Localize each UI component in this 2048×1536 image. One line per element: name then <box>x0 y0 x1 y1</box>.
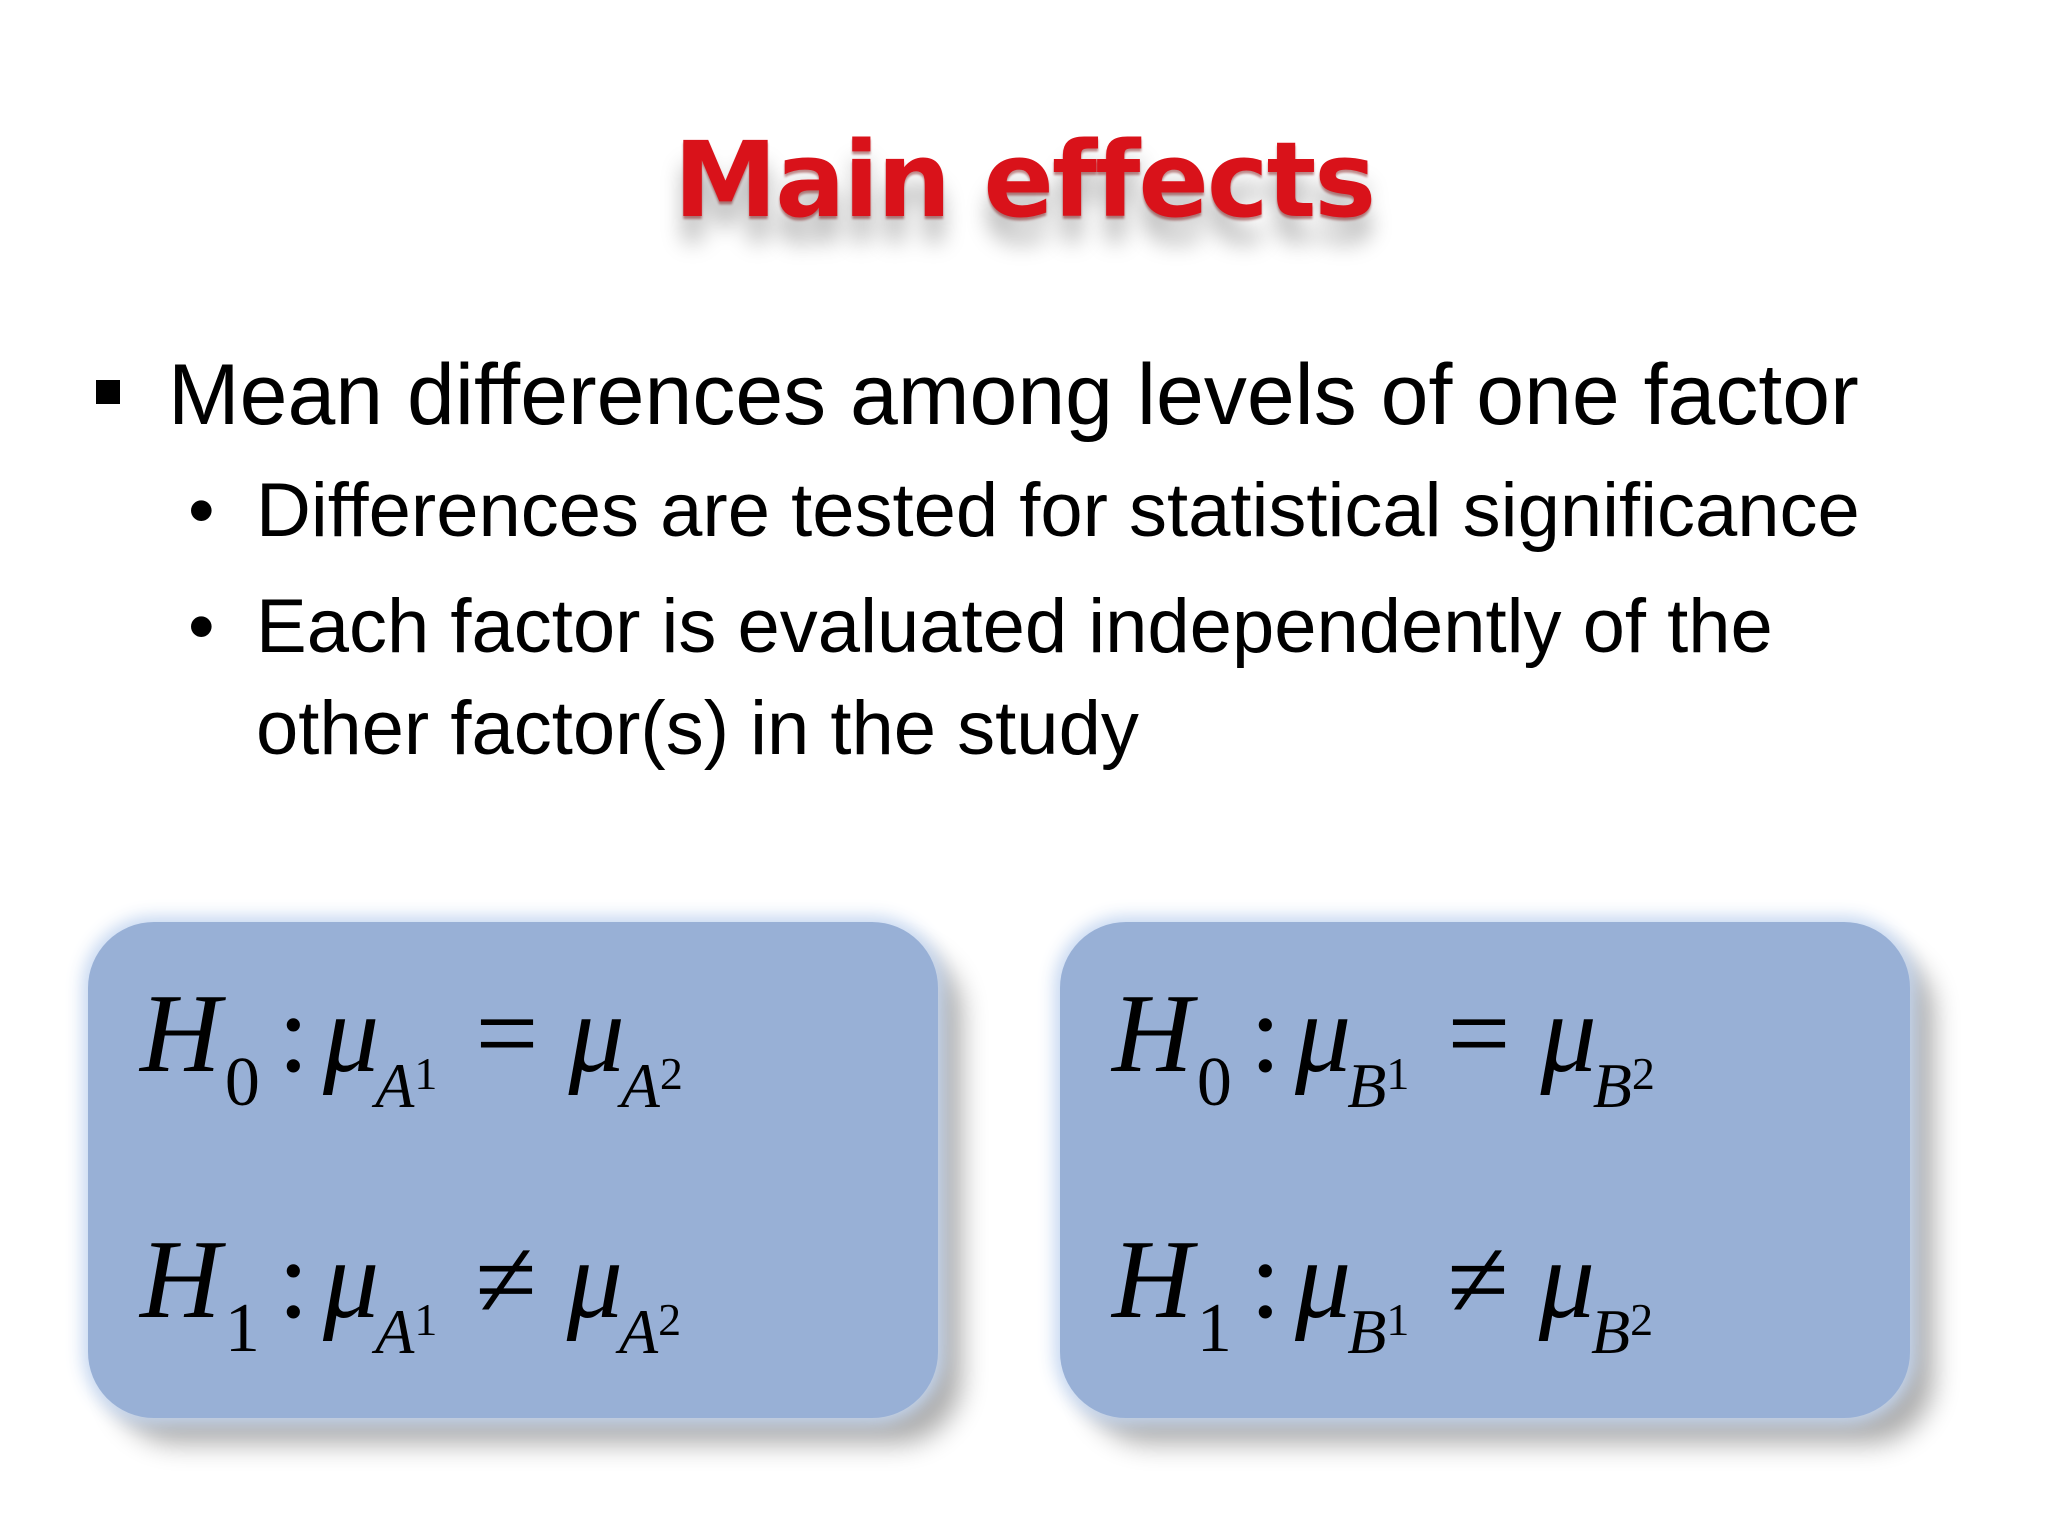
hypothesis-box-factor-b: H0: μB1 = μB2 H1: μB1 ≠ μB2 <box>1060 922 1910 1418</box>
sub-bullet-continuation: other factor(s) in the study <box>256 678 1992 780</box>
colon-symbol: : <box>1249 972 1282 1096</box>
factor-subscript: B <box>1347 1296 1387 1367</box>
sub-bullet-item: • Each factor is evaluated independently… <box>188 576 1992 678</box>
mu-symbol: μ <box>323 972 380 1096</box>
not-equals-operator: ≠ <box>475 1218 537 1342</box>
sub-bullet-text: Each factor is evaluated independently o… <box>256 584 1773 669</box>
hypothesis-box-factor-a: H0: μA1 = μA2 H1: μA1 ≠ μA2 <box>88 922 938 1418</box>
factor-subscript: A <box>375 1050 415 1121</box>
bullet-item: Mean differences among levels of one fac… <box>92 340 1992 450</box>
level-subscript: 2 <box>658 1294 682 1345</box>
factor-subscript: B <box>1592 1050 1632 1121</box>
alternative-hypothesis-a: H1: μA1 ≠ μA2 <box>140 1224 681 1364</box>
hypothesis-index: 0 <box>224 1044 260 1121</box>
mu-symbol: μ <box>568 972 625 1096</box>
hypothesis-index: 0 <box>1196 1044 1232 1121</box>
dot-bullet-icon: • <box>188 584 215 669</box>
level-subscript: 2 <box>1631 1048 1655 1099</box>
colon-symbol: : <box>277 1218 310 1342</box>
null-hypothesis-a: H0: μA1 = μA2 <box>140 978 683 1118</box>
level-subscript: 2 <box>1630 1294 1654 1345</box>
factor-subscript: A <box>619 1296 659 1367</box>
hypothesis-symbol: H <box>140 1218 221 1342</box>
level-subscript: 1 <box>1386 1294 1410 1345</box>
dot-bullet-icon: • <box>188 468 215 553</box>
factor-subscript: B <box>1347 1050 1387 1121</box>
mu-symbol: μ <box>1295 972 1352 1096</box>
bullet-text: Mean differences among levels of one fac… <box>168 347 1859 443</box>
factor-subscript: A <box>375 1296 415 1367</box>
mu-symbol: μ <box>566 1218 624 1342</box>
colon-symbol: : <box>1249 1218 1282 1342</box>
hypothesis-symbol: H <box>140 972 221 1096</box>
hypothesis-index: 1 <box>1196 1290 1232 1367</box>
equals-operator: = <box>1447 972 1511 1096</box>
hypothesis-symbol: H <box>1112 1218 1193 1342</box>
slide-title: Main effects <box>673 119 1376 241</box>
alternative-hypothesis-b: H1: μB1 ≠ μB2 <box>1112 1224 1653 1364</box>
level-subscript: 1 <box>414 1294 438 1345</box>
factor-subscript: B <box>1591 1296 1631 1367</box>
square-bullet-icon <box>96 380 120 404</box>
mu-symbol: μ <box>323 1218 380 1342</box>
not-equals-operator: ≠ <box>1447 1218 1509 1342</box>
mu-symbol: μ <box>1540 972 1597 1096</box>
colon-symbol: : <box>277 972 310 1096</box>
level-subscript: 1 <box>414 1048 438 1099</box>
mu-symbol: μ <box>1295 1218 1352 1342</box>
level-subscript: 1 <box>1386 1048 1410 1099</box>
null-hypothesis-b: H0: μB1 = μB2 <box>1112 978 1655 1118</box>
factor-subscript: A <box>620 1050 660 1121</box>
sub-bullet-item: • Differences are tested for statistical… <box>188 460 1992 562</box>
level-subscript: 2 <box>659 1048 683 1099</box>
hypothesis-symbol: H <box>1112 972 1193 1096</box>
bullet-list: Mean differences among levels of one fac… <box>92 340 1992 780</box>
sub-bullet-text: other factor(s) in the study <box>256 686 1139 771</box>
mu-symbol: μ <box>1538 1218 1596 1342</box>
sub-bullet-text: Differences are tested for statistical s… <box>256 468 1860 553</box>
hypothesis-index: 1 <box>224 1290 260 1367</box>
equals-operator: = <box>475 972 539 1096</box>
